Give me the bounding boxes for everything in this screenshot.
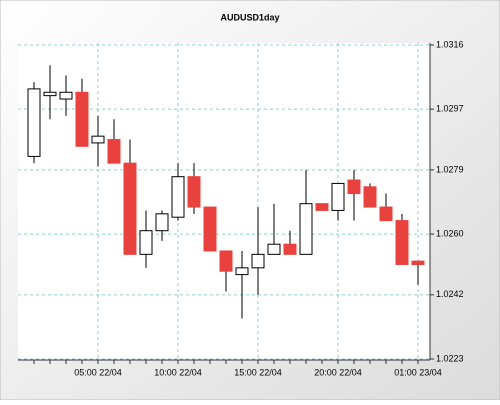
candle-body: [75, 91, 89, 147]
x-tick-label: 15:00 22/04: [234, 367, 282, 377]
candle-body: [27, 88, 41, 157]
x-tick-label: 01:00 23/04: [394, 367, 442, 377]
candle-body: [139, 230, 153, 255]
candle-body: [59, 91, 73, 100]
x-tick-label: 20:00 22/04: [314, 367, 362, 377]
candle-body: [379, 206, 393, 222]
x-tick-label: 10:00 22/04: [154, 367, 202, 377]
candle-body: [107, 139, 121, 164]
y-tick-label: 1.0260: [436, 228, 464, 238]
candle-body: [283, 243, 297, 255]
candle-body: [267, 243, 281, 255]
candle-body: [411, 260, 425, 265]
candle-body: [235, 267, 249, 276]
candle-body: [299, 203, 313, 255]
y-tick-label: 1.0242: [436, 289, 464, 299]
candle-body: [171, 176, 185, 218]
candle-body: [203, 206, 217, 252]
candle-body: [347, 179, 361, 195]
candle-body: [123, 162, 137, 255]
x-tick-label: 05:00 22/04: [74, 367, 122, 377]
y-tick-label: 1.0223: [436, 353, 464, 363]
candle-body: [315, 203, 329, 211]
candle-body: [363, 186, 377, 208]
y-tick-label: 1.0279: [436, 164, 464, 174]
candle-body: [43, 91, 57, 97]
candle-body: [251, 253, 265, 269]
candle-body: [187, 176, 201, 208]
chart-title: AUDUSD1day: [220, 12, 279, 22]
y-tick-label: 1.0297: [436, 104, 464, 114]
candle-body: [155, 213, 169, 232]
candle-body: [91, 135, 105, 144]
candle-body: [395, 220, 409, 265]
candle-body: [331, 182, 345, 211]
y-tick-label: 1.0316: [436, 39, 464, 49]
candle-body: [219, 250, 233, 272]
